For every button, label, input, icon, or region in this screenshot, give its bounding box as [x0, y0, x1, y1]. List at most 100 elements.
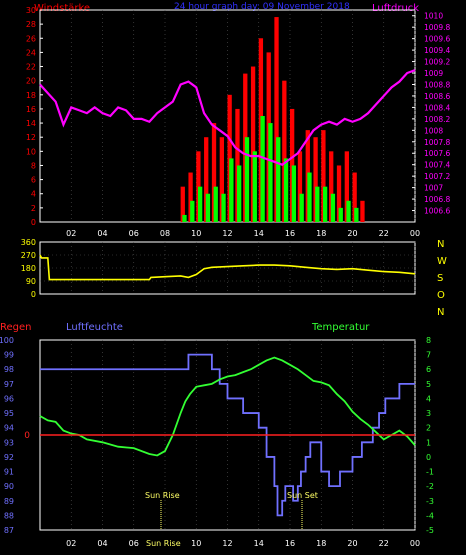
humidity-tick-label: 96 [4, 394, 14, 403]
gust-bar [282, 80, 287, 223]
humidity-tick-label: 88 [4, 511, 14, 520]
gust-bar [196, 151, 201, 222]
x-tick-label: 02 [66, 229, 76, 238]
pressure-tick-label: 1008.2 [424, 115, 450, 124]
compass-label: O [437, 290, 445, 301]
pressure-series [39, 69, 416, 166]
temperature-tick-label: -2 [426, 482, 434, 491]
x-tick-label: 16 [285, 229, 295, 238]
humidity-tick-label: 87 [4, 526, 14, 535]
gust-bar [336, 165, 342, 222]
wind-tick-label: 12 [26, 133, 36, 142]
wind-tick-label: 2 [31, 204, 36, 213]
humidity-tick-label: 97 [4, 380, 14, 389]
wind-avg-bar [276, 137, 281, 222]
pressure-tick-label: 1006.6 [424, 207, 450, 216]
wind-avg-bar [315, 186, 320, 222]
gust-bar [204, 137, 209, 222]
pressure-tick-label: 1008.6 [424, 92, 450, 101]
temperature-tick-label: 8 [426, 336, 431, 345]
x-tick-label: 12 [222, 229, 232, 238]
pressure-tick-label: 1007.4 [424, 161, 450, 170]
gust-bar [211, 123, 217, 222]
x-tick-label: 10 [191, 539, 201, 548]
temperature-tick-label: -5 [426, 526, 434, 535]
wind-x-axis: 02 04 06 08 10 12 14 16 18 20 22 00 [66, 229, 420, 238]
x-tick-label: 16 [285, 539, 295, 548]
gust-bar [219, 137, 224, 222]
x-tick-label: 02 [66, 539, 76, 548]
humidity-tick-label: 92 [4, 453, 14, 462]
rain-label: Regen [0, 322, 32, 333]
sun-bottom-label: Sun Rise [146, 539, 181, 548]
temperature-tick-label: 3 [426, 409, 431, 418]
wind-avg-bar [346, 200, 351, 222]
bottom-x-axis: 02 04 06 10 12 14 16 18 20 22 00 [66, 539, 420, 548]
wind-avg-bar [322, 186, 328, 222]
pressure-tick-label: 1008.8 [424, 80, 450, 89]
x-tick-label: 04 [97, 539, 107, 548]
x-tick-label: 10 [191, 229, 201, 238]
humidity-tick-label: 100 [0, 336, 14, 345]
x-tick-label: 06 [129, 229, 139, 238]
direction-series [39, 254, 416, 281]
gust-bar [352, 172, 357, 222]
x-tick-label: 06 [129, 539, 139, 548]
temperature-tick-label: -1 [426, 468, 434, 477]
wind-tick-label: 26 [26, 34, 36, 43]
compass-label: N [437, 307, 444, 318]
wind-avg-bar [268, 123, 273, 222]
x-tick-label: 12 [222, 539, 232, 548]
pressure-tick-label: 1010 [424, 12, 443, 21]
gust-bar [321, 130, 326, 222]
gust-bar [360, 200, 365, 222]
direction-tick-label: 180 [21, 264, 36, 273]
temperature-tick-label: 2 [426, 424, 431, 433]
x-tick-label: 14 [254, 539, 264, 548]
wind-tick-label: 28 [26, 20, 36, 29]
x-tick-label: 00 [410, 229, 420, 238]
humidity-tick-label: 90 [4, 482, 14, 491]
pressure-tick-label: 1009.6 [424, 35, 450, 44]
wind-bars [180, 17, 365, 223]
humidity-tick-label: 93 [4, 438, 14, 447]
sun-rise-label: Sun Rise [145, 491, 180, 500]
humidity-label: Luftfeuchte [66, 322, 123, 333]
humidity-temperature-lines [39, 353, 416, 517]
x-tick-label: 22 [379, 229, 389, 238]
temperature-label: Temperatur [311, 322, 370, 333]
x-tick-label: 20 [347, 539, 357, 548]
chart-title: 24 hour graph day: 09 November 2018 [174, 2, 350, 12]
temperature-tick-label: 7 [426, 351, 431, 360]
temperature-tick-label: 0 [426, 453, 431, 462]
wind-tick-label: 14 [26, 119, 36, 128]
wind-tick-label: 6 [31, 176, 36, 185]
compass-label: W [437, 256, 447, 267]
pressure-tick-label: 1009.2 [424, 58, 450, 67]
temperature-y-axis: 8 7 6 5 4 3 2 1 0 -1 -2 -3 -4 -5 [426, 336, 434, 535]
wind-tick-label: 10 [26, 147, 36, 156]
direction-tick-label: 0 [31, 290, 36, 299]
direction-tick-label: 90 [26, 277, 36, 286]
compass-label: N [437, 239, 444, 250]
direction-line [39, 254, 416, 281]
x-tick-label: 20 [347, 229, 357, 238]
wind-avg-bar [338, 207, 343, 222]
pressure-y-axis: 1006.6 1006.8 1007 1007.2 1007.4 1007.6 1007.8… [412, 12, 450, 216]
pressure-tick-label: 1008.4 [424, 103, 450, 112]
wind-avg-bar [291, 165, 297, 222]
wind-avg-bar [244, 137, 250, 222]
gust-bar [329, 151, 334, 222]
wind-avg-bar [299, 193, 304, 222]
direction-panel-grid [40, 242, 416, 294]
pressure-label: Luftdruck [372, 3, 419, 14]
humidity-tick-label: 89 [4, 497, 14, 506]
wind-tick-label: 0 [31, 218, 36, 227]
rain-zero-label: 0 [24, 431, 30, 441]
wind-avg-bar [205, 193, 211, 222]
wind-tick-label: 20 [26, 77, 36, 86]
direction-tick-label: 360 [21, 238, 36, 247]
